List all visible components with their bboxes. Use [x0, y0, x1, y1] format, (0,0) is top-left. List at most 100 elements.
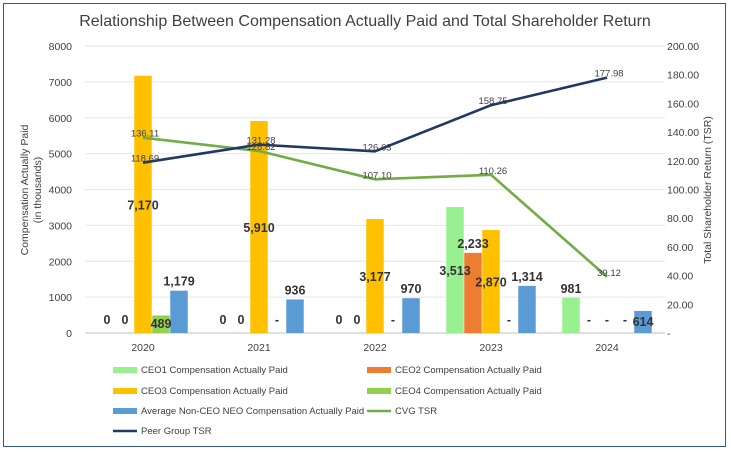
bar-ceo1-compensation-actually-paid	[562, 297, 580, 333]
left-tick-label: 1000	[49, 292, 73, 304]
legend-entry: CVG TSR	[395, 406, 437, 417]
bar-data-label: 0	[354, 313, 361, 327]
x-tick-label: 2024	[595, 342, 619, 354]
right-tick-label: 100.00	[667, 185, 699, 197]
line-labels: 136.11 126.82 107.10 110.26 39.12 118.69 131.2…	[131, 69, 624, 279]
bar-ceo3-compensation-actually-paid	[134, 75, 152, 334]
left-tick-label: 8000	[49, 41, 73, 53]
line-data-label: 126.82	[246, 142, 275, 153]
bar-data-label: 0	[122, 313, 129, 327]
line-data-label: 118.69	[131, 154, 159, 165]
left-axis: 0 1000 2000 3000 4000 5000 6000 7000 8000	[49, 41, 73, 340]
line-data-label: 126.63	[362, 142, 391, 153]
line-data-label: 177.98	[594, 69, 623, 80]
line-data-label: 158.75	[478, 96, 507, 107]
right-axis-title: Total Shareholder Return (TSR)	[702, 116, 714, 264]
left-tick-label: 5000	[49, 149, 73, 161]
bar-data-label: 5,910	[243, 221, 274, 235]
line-data-label: 39.12	[597, 268, 621, 279]
left-tick-label: 2000	[49, 256, 73, 268]
legend-entry: CEO3 Compensation Actually Paid	[141, 386, 288, 397]
bar-ceo3-compensation-actually-paid	[482, 230, 500, 333]
left-tick-label: 0	[66, 328, 72, 340]
legend-entry: CEO4 Compensation Actually Paid	[395, 386, 542, 397]
bar-average-non-ceo-neo-compensation-actually-paid	[286, 299, 304, 333]
chart-title: Relationship Between Compensation Actual…	[79, 13, 651, 30]
right-tick-label: -	[667, 328, 671, 340]
bar-data-label: -	[391, 313, 395, 327]
x-axis: 2020 2021 2022 2023 2024	[85, 332, 665, 354]
bar-data-label: -	[507, 313, 511, 327]
bar-data-label: 1,314	[511, 270, 542, 284]
bar-average-non-ceo-neo-compensation-actually-paid	[402, 298, 420, 333]
line-data-label: 131.28	[246, 136, 275, 147]
x-tick-label: 2021	[247, 342, 271, 354]
bar-data-label: 0	[104, 313, 111, 327]
line-cvg-tsr	[142, 136, 608, 278]
x-tick-label: 2022	[363, 342, 387, 354]
right-tick-label: 40.00	[667, 271, 693, 283]
lines	[142, 76, 608, 278]
right-tick-label: 180.00	[667, 70, 699, 82]
bar-data-label: 3,177	[359, 270, 390, 284]
bar-data-label: 970	[401, 282, 422, 296]
right-axis: - 20.00 40.00 60.00 80.00 100.00 120.00 140.00 1…	[667, 41, 699, 340]
right-tick-label: 160.00	[667, 98, 699, 110]
bar-average-non-ceo-neo-compensation-actually-paid	[170, 290, 188, 333]
legend-swatch	[367, 388, 391, 394]
legend-entry: Average Non-CEO NEO Compensation Actuall…	[141, 406, 364, 417]
legend-swatch	[113, 388, 137, 394]
legend: CEO1 Compensation Actually Paid CEO2 Comp…	[113, 365, 542, 437]
bar-data-label: 489	[151, 317, 172, 331]
right-tick-label: 80.00	[667, 213, 693, 225]
legend-swatch	[113, 367, 137, 373]
right-tick-label: 120.00	[667, 156, 699, 168]
bar-data-label: 936	[285, 283, 306, 297]
bar-ceo3-compensation-actually-paid	[366, 219, 384, 333]
legend-swatch	[113, 408, 137, 414]
line-data-label: 107.10	[362, 170, 391, 181]
bar-data-label: 614	[633, 315, 654, 329]
bar-data-label: -	[275, 313, 279, 327]
bar-data-label: 2,870	[475, 276, 506, 290]
left-axis-title-line1: Compensation Actually Paid	[19, 124, 31, 255]
x-tick-label: 2020	[131, 342, 155, 354]
bar-data-label: 0	[238, 313, 245, 327]
bar-ceo2-compensation-actually-paid	[464, 252, 482, 333]
bar-ceo1-compensation-actually-paid	[446, 206, 464, 333]
right-tick-label: 200.00	[667, 41, 699, 53]
bar-data-label: -	[623, 313, 627, 327]
legend-entry: CEO1 Compensation Actually Paid	[141, 365, 288, 376]
line-data-label: 136.11	[131, 129, 159, 140]
bar-average-non-ceo-neo-compensation-actually-paid	[634, 310, 652, 333]
left-tick-label: 7000	[49, 77, 73, 89]
left-tick-label: 3000	[49, 220, 73, 232]
bar-data-label: 7,170	[127, 198, 158, 212]
legend-swatch	[367, 367, 391, 373]
bar-data-label: 0	[220, 313, 227, 327]
bars	[134, 75, 652, 334]
line-peer-group-tsr	[142, 76, 608, 164]
bar-ceo3-compensation-actually-paid	[250, 120, 268, 333]
bar-data-label: 981	[561, 282, 582, 296]
bar-average-non-ceo-neo-compensation-actually-paid	[518, 285, 536, 333]
bar-ceo4-compensation-actually-paid	[152, 315, 170, 333]
left-axis-title-line2: (in thousands)	[32, 157, 44, 224]
right-tick-label: 140.00	[667, 127, 699, 139]
left-tick-label: 4000	[49, 185, 73, 197]
legend-entry: Peer Group TSR	[141, 426, 212, 437]
x-tick-label: 2023	[479, 342, 503, 354]
bar-data-label: 3,513	[439, 264, 470, 278]
bar-data-label: 0	[336, 313, 343, 327]
bar-data-label: 2,233	[457, 237, 488, 251]
left-tick-label: 6000	[49, 113, 73, 125]
right-tick-label: 20.00	[667, 299, 693, 311]
right-tick-label: 60.00	[667, 242, 693, 254]
line-data-label: 110.26	[479, 166, 507, 177]
bar-data-label: -	[605, 313, 609, 327]
legend-entry: CEO2 Compensation Actually Paid	[395, 365, 542, 376]
bar-data-label: -	[587, 313, 591, 327]
bar-data-label: 1,179	[163, 275, 194, 289]
